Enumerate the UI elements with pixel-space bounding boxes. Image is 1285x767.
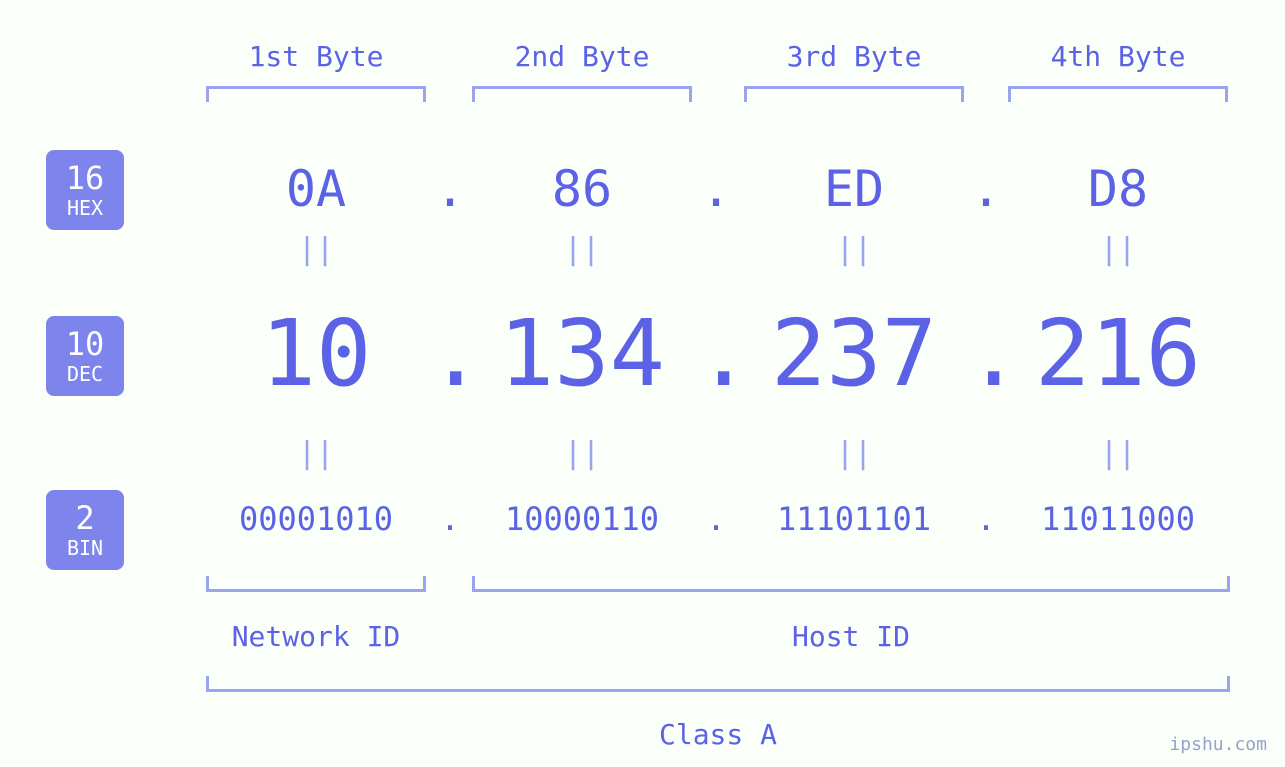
bin-val-3: 11101101 bbox=[724, 500, 984, 538]
eq-dec-bin-2: || bbox=[562, 436, 602, 471]
badge-dec: 10 DEC bbox=[46, 316, 124, 396]
bracket-class bbox=[206, 676, 1230, 692]
hex-dot-2: . bbox=[701, 160, 731, 218]
eq-dec-bin-3: || bbox=[834, 436, 874, 471]
bin-val-4: 11011000 bbox=[988, 500, 1248, 538]
dec-val-4: 216 bbox=[1008, 300, 1228, 407]
bin-dot-1: . bbox=[435, 500, 465, 538]
byte-header-2: 2nd Byte bbox=[472, 40, 692, 73]
eq-hex-dec-2: || bbox=[562, 232, 602, 267]
hex-dot-3: . bbox=[971, 160, 1001, 218]
bracket-network bbox=[206, 576, 426, 592]
hex-val-1: 0A bbox=[206, 160, 426, 218]
bracket-byte-3 bbox=[744, 86, 964, 102]
dec-val-3: 237 bbox=[744, 300, 964, 407]
dec-val-2: 134 bbox=[472, 300, 692, 407]
badge-hex-label: HEX bbox=[67, 197, 103, 219]
label-class: Class A bbox=[206, 718, 1230, 751]
bracket-byte-1 bbox=[206, 86, 426, 102]
dec-dot-3: . bbox=[966, 300, 996, 407]
bin-dot-2: . bbox=[701, 500, 731, 538]
hex-dot-1: . bbox=[435, 160, 465, 218]
badge-bin-num: 2 bbox=[75, 501, 94, 536]
bracket-host bbox=[472, 576, 1230, 592]
dec-dot-1: . bbox=[428, 300, 458, 407]
byte-header-4: 4th Byte bbox=[1008, 40, 1228, 73]
label-network-id: Network ID bbox=[206, 620, 426, 653]
badge-bin-label: BIN bbox=[67, 537, 103, 559]
watermark: ipshu.com bbox=[1169, 734, 1267, 755]
bin-val-2: 10000110 bbox=[452, 500, 712, 538]
bin-dot-3: . bbox=[971, 500, 1001, 538]
dec-dot-2: . bbox=[696, 300, 726, 407]
byte-header-1: 1st Byte bbox=[206, 40, 426, 73]
label-host-id: Host ID bbox=[472, 620, 1230, 653]
eq-hex-dec-3: || bbox=[834, 232, 874, 267]
badge-hex: 16 HEX bbox=[46, 150, 124, 230]
eq-hex-dec-1: || bbox=[296, 232, 336, 267]
hex-val-2: 86 bbox=[472, 160, 692, 218]
eq-dec-bin-4: || bbox=[1098, 436, 1138, 471]
hex-val-4: D8 bbox=[1008, 160, 1228, 218]
eq-dec-bin-1: || bbox=[296, 436, 336, 471]
bracket-byte-2 bbox=[472, 86, 692, 102]
badge-dec-label: DEC bbox=[67, 363, 103, 385]
badge-dec-num: 10 bbox=[66, 327, 105, 362]
badge-bin: 2 BIN bbox=[46, 490, 124, 570]
byte-header-3: 3rd Byte bbox=[744, 40, 964, 73]
hex-val-3: ED bbox=[744, 160, 964, 218]
eq-hex-dec-4: || bbox=[1098, 232, 1138, 267]
badge-hex-num: 16 bbox=[66, 161, 105, 196]
dec-val-1: 10 bbox=[206, 300, 426, 407]
bracket-byte-4 bbox=[1008, 86, 1228, 102]
bin-val-1: 00001010 bbox=[186, 500, 446, 538]
